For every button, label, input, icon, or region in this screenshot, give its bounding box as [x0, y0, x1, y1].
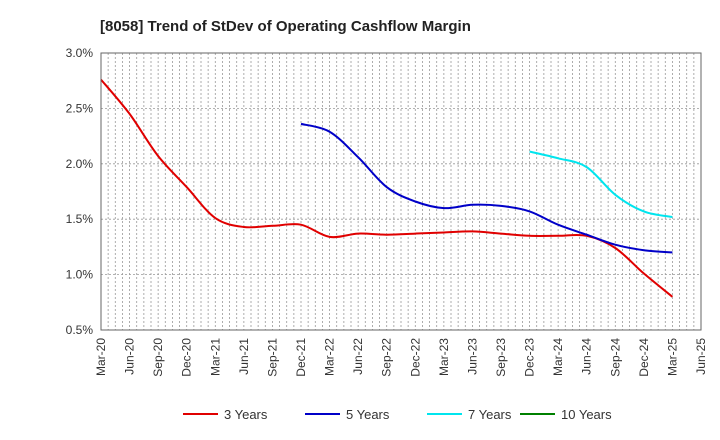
series-line-5-years: [300, 122, 673, 254]
x-tick-label: Jun-22: [351, 338, 365, 375]
x-tick-label: Mar-21: [208, 338, 222, 376]
x-tick-label: Dec-24: [637, 338, 651, 377]
x-tick-label: Dec-20: [180, 338, 194, 377]
legend-label-10-years: 10 Years: [561, 407, 612, 422]
y-tick-label: 2.5%: [66, 101, 94, 115]
legend-label-5-years: 5 Years: [346, 407, 390, 422]
legend: 3 Years 5 Years 7 Years 10 Years: [183, 407, 612, 422]
x-tick-label: Dec-22: [408, 338, 422, 377]
plot-area-frame: [100, 52, 702, 331]
x-tick-label: Mar-23: [437, 338, 451, 376]
x-tick-label: Jun-24: [580, 338, 594, 375]
x-tick-label: Mar-25: [665, 338, 679, 376]
x-tick-label: Sep-20: [151, 338, 165, 377]
x-tick-label: Jun-21: [237, 338, 251, 375]
legend-label-3-years: 3 Years: [224, 407, 268, 422]
x-axis-ticks: Mar-20 Jun-20 Sep-20 Dec-20 Mar-21 Jun-21 Sep-…: [94, 338, 708, 377]
x-tick-label: Mar-22: [323, 338, 337, 376]
y-tick-label: 2.0%: [66, 157, 94, 171]
x-tick-label: Jun-20: [123, 338, 137, 375]
y-tick-label: 1.0%: [66, 268, 94, 282]
series-line-3-years: [100, 78, 674, 298]
y-tick-label: 3.0%: [66, 46, 94, 60]
x-tick-label: Sep-22: [380, 338, 394, 377]
series-lines: [100, 78, 674, 298]
x-tick-label: Dec-21: [294, 338, 308, 377]
y-tick-label: 0.5%: [66, 323, 94, 337]
legend-label-7-years: 7 Years: [468, 407, 512, 422]
x-tick-label: Mar-20: [94, 338, 108, 376]
chart-title: [8058] Trend of StDev of Operating Cashf…: [100, 18, 471, 35]
x-tick-label: Sep-24: [608, 338, 622, 377]
grid: [101, 53, 701, 330]
x-tick-label: Jun-25: [694, 338, 708, 375]
x-tick-label: Sep-21: [265, 338, 279, 377]
x-tick-label: Jun-23: [465, 338, 479, 375]
x-tick-label: Dec-23: [523, 338, 537, 377]
y-axis-ticks: 0.5% 1.0% 1.5% 2.0% 2.5% 3.0%: [66, 46, 94, 337]
x-tick-label: Mar-24: [551, 338, 565, 376]
series-line-7-years: [529, 150, 673, 218]
y-tick-label: 1.5%: [66, 212, 94, 226]
x-tick-label: Sep-23: [494, 338, 508, 377]
